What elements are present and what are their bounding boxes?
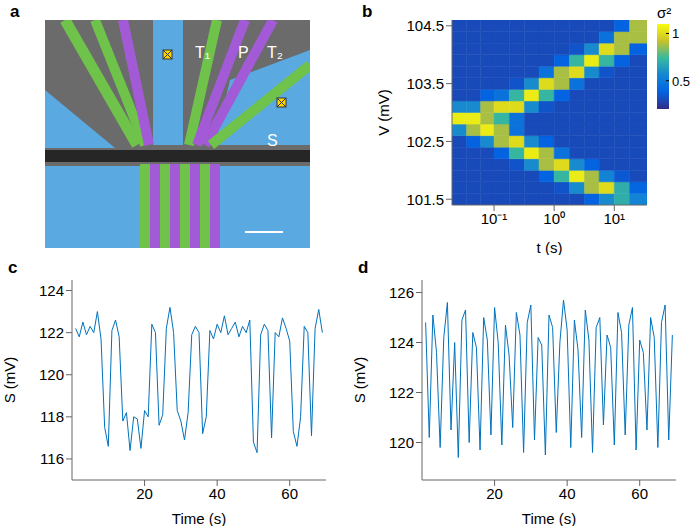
html-text:c: c [8, 258, 18, 277]
svg-text:20: 20 [136, 485, 153, 502]
svg-text:116: 116 [40, 450, 64, 467]
svg-text:120: 120 [39, 366, 64, 383]
svg-text:103.5: 103.5 [406, 75, 444, 92]
svg-text:S (mV): S (mV) [352, 357, 368, 404]
svg-text:10¹: 10¹ [603, 210, 625, 227]
svg-text:126: 126 [389, 284, 414, 301]
svg-text:120: 120 [389, 434, 414, 451]
svg-text:S (mV): S (mV) [2, 357, 18, 404]
svg-text:T₂: T₂ [267, 44, 283, 61]
svg-text:20: 20 [486, 485, 503, 502]
svg-text:1: 1 [672, 26, 679, 41]
svg-text:S: S [267, 132, 278, 149]
svg-text:V (mV): V (mV) [375, 89, 392, 136]
svg-text:40: 40 [559, 485, 576, 502]
html-text:d: d [358, 258, 369, 277]
svg-text:101.5: 101.5 [406, 191, 444, 208]
svg-text:40: 40 [209, 485, 226, 502]
svg-text:124: 124 [389, 334, 414, 351]
svg-text:0.5: 0.5 [672, 74, 690, 89]
svg-text:118: 118 [40, 408, 64, 425]
svg-text:10⁻¹: 10⁻¹ [481, 210, 508, 227]
svg-text:P: P [238, 44, 249, 61]
svg-text:σ²: σ² [657, 4, 671, 21]
svg-text:60: 60 [281, 485, 298, 502]
svg-text:10⁰: 10⁰ [543, 210, 565, 227]
svg-text:102.5: 102.5 [406, 133, 444, 150]
svg-text:T₁: T₁ [195, 44, 210, 61]
html-text:b: b [362, 2, 373, 21]
svg-text:Time (s): Time (s) [522, 510, 576, 526]
svg-text:t (s): t (s) [537, 239, 563, 255]
html-text:a: a [10, 2, 20, 21]
svg-text:Time (s): Time (s) [172, 510, 226, 526]
svg-text:122: 122 [39, 324, 64, 341]
svg-text:122: 122 [389, 384, 414, 401]
svg-text:60: 60 [631, 485, 648, 502]
svg-text:104.5: 104.5 [406, 17, 444, 34]
svg-text:124: 124 [39, 282, 64, 299]
